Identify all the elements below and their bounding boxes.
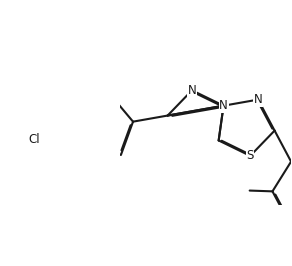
Text: S: S — [246, 149, 254, 162]
Text: N: N — [254, 93, 263, 106]
Text: Cl: Cl — [29, 132, 40, 146]
Text: N: N — [188, 84, 196, 97]
Text: N: N — [219, 99, 228, 112]
Text: N: N — [219, 99, 228, 112]
